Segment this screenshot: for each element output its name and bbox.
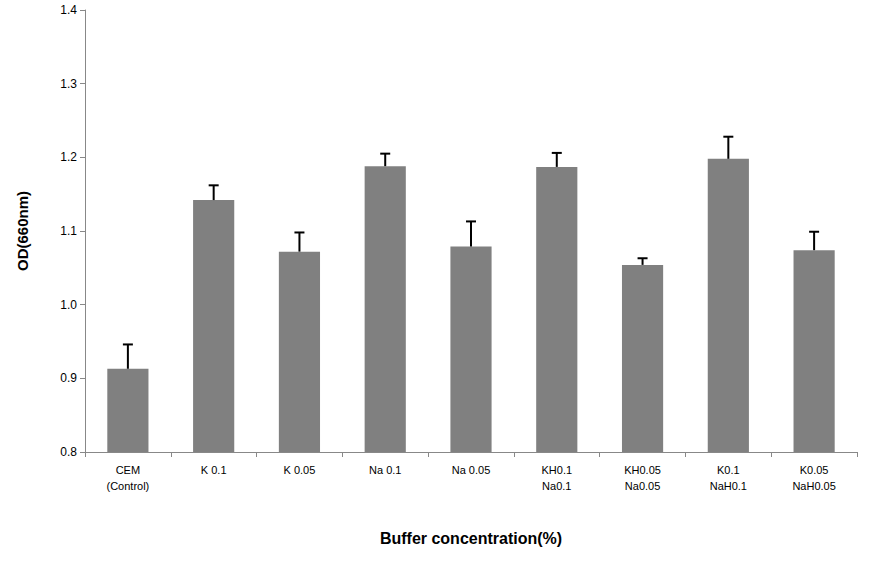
svg-text:0.9: 0.9 (60, 371, 77, 385)
svg-text:1.0: 1.0 (60, 298, 77, 312)
svg-text:K0.1: K0.1 (717, 464, 740, 476)
svg-text:Na0.05: Na0.05 (625, 480, 660, 492)
svg-text:NaH0.1: NaH0.1 (710, 480, 747, 492)
svg-text:Na 0.05: Na 0.05 (452, 464, 491, 476)
svg-text:Buffer concentration(%): Buffer concentration(%) (380, 530, 562, 547)
svg-text:0.8: 0.8 (60, 445, 77, 459)
svg-text:(Control): (Control) (106, 480, 149, 492)
svg-text:1.1: 1.1 (60, 224, 77, 238)
svg-text:CEM: CEM (116, 464, 140, 476)
svg-text:K 0.1: K 0.1 (201, 464, 227, 476)
svg-text:Na0.1: Na0.1 (542, 480, 571, 492)
svg-text:KH0.1: KH0.1 (541, 464, 572, 476)
svg-text:K 0.05: K 0.05 (284, 464, 316, 476)
svg-text:OD(660nm): OD(660nm) (14, 191, 31, 271)
svg-text:1.2: 1.2 (60, 150, 77, 164)
svg-text:Na 0.1: Na 0.1 (369, 464, 401, 476)
svg-text:1.4: 1.4 (60, 3, 77, 17)
svg-text:1.3: 1.3 (60, 77, 77, 91)
svg-text:NaH0.05: NaH0.05 (792, 480, 835, 492)
svg-text:K0.05: K0.05 (800, 464, 829, 476)
svg-text:KH0.05: KH0.05 (624, 464, 661, 476)
